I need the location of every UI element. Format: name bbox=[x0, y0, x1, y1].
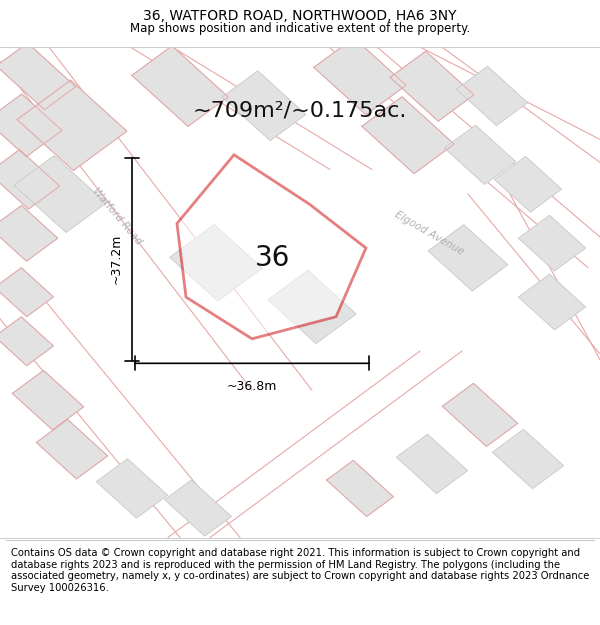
Polygon shape bbox=[0, 268, 53, 317]
Text: ~37.2m: ~37.2m bbox=[110, 234, 123, 284]
Polygon shape bbox=[177, 155, 366, 339]
Polygon shape bbox=[0, 149, 59, 209]
Polygon shape bbox=[0, 43, 76, 109]
Polygon shape bbox=[397, 434, 467, 494]
Text: 36: 36 bbox=[256, 244, 290, 272]
Polygon shape bbox=[37, 419, 107, 479]
Polygon shape bbox=[326, 461, 394, 516]
Polygon shape bbox=[518, 215, 586, 271]
Polygon shape bbox=[428, 224, 508, 291]
Polygon shape bbox=[362, 97, 454, 174]
Text: Contains OS data © Crown copyright and database right 2021. This information is : Contains OS data © Crown copyright and d… bbox=[11, 548, 589, 592]
Text: Map shows position and indicative extent of the property.: Map shows position and indicative extent… bbox=[130, 22, 470, 35]
Polygon shape bbox=[17, 80, 127, 171]
Polygon shape bbox=[222, 71, 306, 141]
Polygon shape bbox=[97, 459, 167, 518]
Polygon shape bbox=[0, 94, 62, 157]
Text: ~709m²/~0.175ac.: ~709m²/~0.175ac. bbox=[193, 101, 407, 121]
Polygon shape bbox=[493, 429, 563, 489]
Polygon shape bbox=[390, 51, 474, 121]
Text: Elgood Avenue: Elgood Avenue bbox=[393, 209, 465, 257]
Polygon shape bbox=[13, 371, 83, 430]
Text: Watford Road: Watford Road bbox=[91, 186, 143, 246]
Polygon shape bbox=[268, 270, 356, 344]
Polygon shape bbox=[457, 66, 527, 126]
Polygon shape bbox=[445, 125, 515, 184]
Polygon shape bbox=[164, 480, 232, 536]
Text: ~36.8m: ~36.8m bbox=[227, 381, 277, 394]
Polygon shape bbox=[132, 46, 228, 126]
Polygon shape bbox=[170, 224, 262, 301]
Polygon shape bbox=[442, 383, 518, 446]
Polygon shape bbox=[494, 156, 562, 212]
Polygon shape bbox=[518, 274, 586, 330]
Polygon shape bbox=[0, 206, 58, 261]
Text: 36, WATFORD ROAD, NORTHWOOD, HA6 3NY: 36, WATFORD ROAD, NORTHWOOD, HA6 3NY bbox=[143, 9, 457, 23]
Polygon shape bbox=[314, 38, 406, 115]
Polygon shape bbox=[14, 156, 106, 232]
Polygon shape bbox=[0, 317, 53, 366]
